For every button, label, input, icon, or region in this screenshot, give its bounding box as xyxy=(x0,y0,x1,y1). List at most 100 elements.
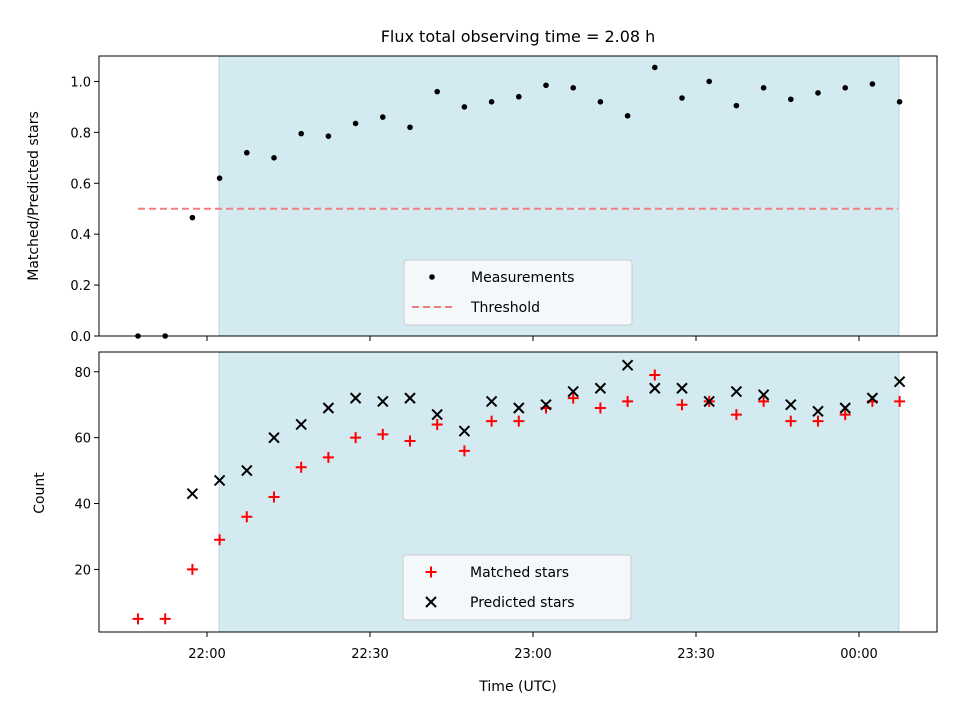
predicted-star-point xyxy=(540,398,552,411)
predicted-star-point xyxy=(186,487,199,500)
matched-star-point xyxy=(513,415,525,427)
measurement-point xyxy=(298,130,305,137)
axes-frame xyxy=(98,55,938,337)
matched-star-point xyxy=(730,409,742,421)
predicted-star-point xyxy=(295,418,307,431)
measurement-point xyxy=(815,90,821,96)
predicted-star-point xyxy=(431,408,443,421)
matched-star-point xyxy=(486,415,498,427)
measurement-point xyxy=(461,104,468,110)
predicted-star-point xyxy=(241,464,253,477)
matched-star-point xyxy=(785,415,797,427)
bottom-y-axis-label: Count xyxy=(32,472,48,514)
predicted-star-point xyxy=(757,389,770,401)
matched-star-point xyxy=(214,534,226,546)
predicted-star-point xyxy=(839,402,851,414)
measurement-point xyxy=(896,99,903,105)
predicted-star-point xyxy=(513,402,525,414)
y-tick-label: 0.2 xyxy=(70,279,91,294)
matched-star-point xyxy=(458,445,470,457)
x-tick-label: 22:30 xyxy=(351,647,388,662)
top-panel: 0.0 0.2 0.4 0.6 0.8 1.0 Measurements Threshold xyxy=(70,55,938,345)
y-tick-label: 0.6 xyxy=(70,177,91,192)
predicted-star-point xyxy=(730,385,743,398)
measurement-point xyxy=(244,149,250,156)
measurement-point xyxy=(216,175,223,181)
matched-star-point xyxy=(295,461,307,473)
matched-star-point xyxy=(567,392,579,404)
measurement-point xyxy=(679,95,685,101)
predicted-star-point xyxy=(703,395,715,408)
matched-star-point xyxy=(812,415,824,427)
y-tick-label: 80 xyxy=(74,366,91,381)
measurement-point xyxy=(624,113,631,119)
matched-star-point xyxy=(322,451,334,463)
measurement-point xyxy=(570,85,576,91)
measurement-point xyxy=(380,114,386,120)
measurement-point xyxy=(352,120,359,127)
predicted-star-point xyxy=(322,402,335,414)
matched-star-point xyxy=(132,613,144,625)
predicted-star-point xyxy=(349,392,362,404)
top-y-axis-label: Matched/Predicted stars xyxy=(26,111,42,281)
y-tick-label: 0.0 xyxy=(70,330,91,345)
legend-box xyxy=(402,554,632,621)
y-tick-label: 40 xyxy=(74,498,91,513)
measurement-point xyxy=(189,214,196,221)
legend-marker-dot xyxy=(429,274,435,280)
predicted-star-point xyxy=(893,375,906,388)
axes-frame xyxy=(98,351,938,633)
predicted-star-point xyxy=(649,382,661,394)
measurement-point xyxy=(407,124,413,131)
matched-star-point xyxy=(594,402,606,414)
predicted-star-point xyxy=(567,385,579,398)
predicted-star-point xyxy=(866,392,879,404)
legend-label: Matched stars xyxy=(470,565,569,581)
matched-star-point xyxy=(377,428,389,440)
measurement-point xyxy=(543,82,549,89)
measurement-point xyxy=(516,93,522,100)
predicted-star-point xyxy=(268,431,280,444)
measurement-point xyxy=(488,99,495,105)
matched-star-point xyxy=(758,395,770,407)
legend-marker-x xyxy=(425,596,437,608)
predicted-star-point xyxy=(377,395,389,408)
matched-star-point xyxy=(159,613,171,625)
legend-marker-plus xyxy=(425,566,437,578)
matched-star-point xyxy=(839,409,851,421)
measurement-point xyxy=(597,99,604,105)
predicted-star-point xyxy=(213,474,226,487)
measurement-point xyxy=(706,78,712,85)
matched-star-point xyxy=(186,563,198,575)
bottom-panel: 20 40 60 80 22:00 22:30 23:00 23:30 00:00 Matched… xyxy=(74,351,938,662)
measurement-point xyxy=(325,133,332,139)
matched-star-point xyxy=(622,395,634,407)
measurement-point xyxy=(842,85,848,91)
matched-star-point xyxy=(350,432,362,444)
y-tick-label: 60 xyxy=(74,432,91,447)
legend: Measurements Threshold xyxy=(403,259,633,326)
legend-label: Predicted stars xyxy=(470,595,575,611)
matched-star-point xyxy=(431,418,443,430)
matched-star-point xyxy=(404,435,416,447)
x-tick-label: 00:00 xyxy=(840,647,877,662)
y-tick-label: 0.8 xyxy=(70,126,91,141)
measurement-point xyxy=(434,88,441,95)
legend-label: Threshold xyxy=(470,300,540,316)
y-tick-label: 0.4 xyxy=(70,228,91,243)
x-axis-label: Time (UTC) xyxy=(478,679,556,695)
matched-star-point xyxy=(241,511,253,523)
predicted-star-point xyxy=(458,425,471,437)
y-tick-label: 20 xyxy=(74,563,91,578)
predicted-star-point xyxy=(785,398,797,411)
x-tick-label: 22:00 xyxy=(188,647,225,662)
predicted-star-point xyxy=(485,395,498,408)
measurement-point xyxy=(760,85,767,91)
predicted-star-point xyxy=(812,405,824,418)
measurement-point xyxy=(788,96,794,103)
measurement-point xyxy=(652,64,658,71)
matched-star-point xyxy=(676,399,688,411)
matched-star-point xyxy=(268,491,280,503)
x-tick-label: 23:30 xyxy=(677,647,714,662)
